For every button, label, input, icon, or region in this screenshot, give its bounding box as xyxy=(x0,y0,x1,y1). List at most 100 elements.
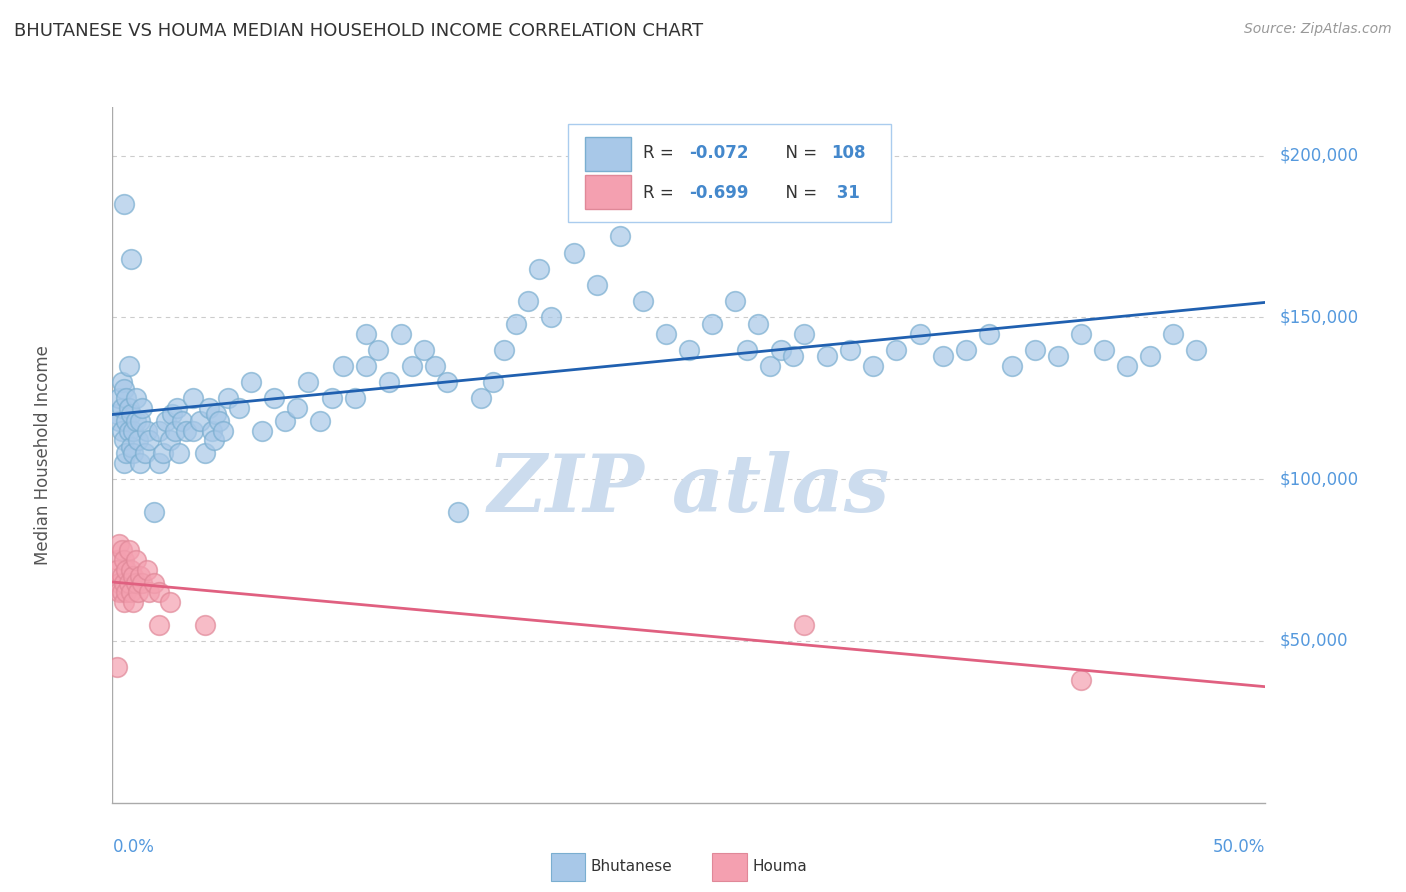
Point xyxy=(1001,359,1024,373)
Point xyxy=(309,414,332,428)
Text: 0.0%: 0.0% xyxy=(112,838,155,855)
Point xyxy=(148,585,170,599)
Point xyxy=(105,660,128,674)
Point xyxy=(977,326,1000,341)
Point xyxy=(115,392,138,406)
Point xyxy=(105,553,128,567)
Text: 31: 31 xyxy=(831,184,859,202)
Point xyxy=(631,294,654,309)
Point xyxy=(138,434,160,448)
Point xyxy=(482,375,505,389)
Point xyxy=(155,414,177,428)
Point xyxy=(343,392,366,406)
Point xyxy=(297,375,319,389)
Point xyxy=(354,326,377,341)
Point xyxy=(136,563,159,577)
Point xyxy=(127,434,149,448)
Text: Houma: Houma xyxy=(752,859,807,874)
Point xyxy=(1024,343,1046,357)
Point xyxy=(747,317,769,331)
Point xyxy=(389,326,412,341)
Point xyxy=(401,359,423,373)
Point xyxy=(127,585,149,599)
Point xyxy=(124,414,146,428)
Point xyxy=(159,434,181,448)
Point xyxy=(839,343,862,357)
Point xyxy=(117,575,139,590)
Point xyxy=(152,446,174,460)
Point xyxy=(494,343,516,357)
Point xyxy=(188,414,211,428)
Point xyxy=(108,392,131,406)
Bar xyxy=(551,853,585,880)
Point xyxy=(117,424,139,438)
Point xyxy=(111,585,134,599)
Point xyxy=(136,424,159,438)
Point xyxy=(198,401,221,415)
Text: BHUTANESE VS HOUMA MEDIAN HOUSEHOLD INCOME CORRELATION CHART: BHUTANESE VS HOUMA MEDIAN HOUSEHOLD INCO… xyxy=(14,22,703,40)
Point xyxy=(108,575,131,590)
Point xyxy=(201,424,224,438)
Point xyxy=(1070,673,1092,687)
Point xyxy=(112,382,135,396)
Point xyxy=(862,359,884,373)
Point xyxy=(793,617,815,632)
Point xyxy=(332,359,354,373)
Point xyxy=(1070,326,1092,341)
Point xyxy=(108,414,131,428)
Point xyxy=(120,563,142,577)
Point xyxy=(115,585,138,599)
Point xyxy=(724,294,747,309)
Point xyxy=(436,375,458,389)
Point xyxy=(111,543,134,558)
Point xyxy=(143,504,166,518)
Point xyxy=(378,375,401,389)
Bar xyxy=(711,853,747,880)
Point xyxy=(124,553,146,567)
Point xyxy=(148,456,170,470)
Point xyxy=(758,359,780,373)
Text: Bhutanese: Bhutanese xyxy=(591,859,672,874)
Point xyxy=(425,359,447,373)
Point xyxy=(115,446,138,460)
Point xyxy=(120,408,142,422)
Point xyxy=(129,456,152,470)
Point xyxy=(108,585,131,599)
Point xyxy=(202,434,225,448)
Point xyxy=(120,585,142,599)
Text: ZIP atlas: ZIP atlas xyxy=(488,451,890,528)
Text: $100,000: $100,000 xyxy=(1279,470,1358,488)
Point xyxy=(470,392,492,406)
Point xyxy=(263,392,285,406)
Point xyxy=(412,343,434,357)
Point xyxy=(129,414,152,428)
Point xyxy=(122,446,145,460)
Point xyxy=(1161,326,1184,341)
Point xyxy=(117,543,139,558)
Text: N =: N = xyxy=(776,144,823,161)
Text: N =: N = xyxy=(776,184,823,202)
Text: $150,000: $150,000 xyxy=(1279,309,1358,326)
Text: Source: ZipAtlas.com: Source: ZipAtlas.com xyxy=(1244,22,1392,37)
Point xyxy=(1185,343,1208,357)
Point xyxy=(252,424,274,438)
Point xyxy=(447,504,470,518)
Text: 50.0%: 50.0% xyxy=(1213,838,1265,855)
Point xyxy=(212,424,235,438)
Text: -0.699: -0.699 xyxy=(689,184,748,202)
Point xyxy=(148,424,170,438)
Point xyxy=(111,375,134,389)
Point xyxy=(886,343,908,357)
Point xyxy=(205,408,228,422)
Point xyxy=(170,414,193,428)
Point xyxy=(162,408,184,422)
Point xyxy=(181,424,204,438)
Point xyxy=(166,401,188,415)
Point xyxy=(678,343,700,357)
Point xyxy=(955,343,977,357)
Point xyxy=(111,569,134,583)
Text: R =: R = xyxy=(643,144,679,161)
Point xyxy=(735,343,758,357)
Point xyxy=(143,575,166,590)
Point xyxy=(120,440,142,454)
